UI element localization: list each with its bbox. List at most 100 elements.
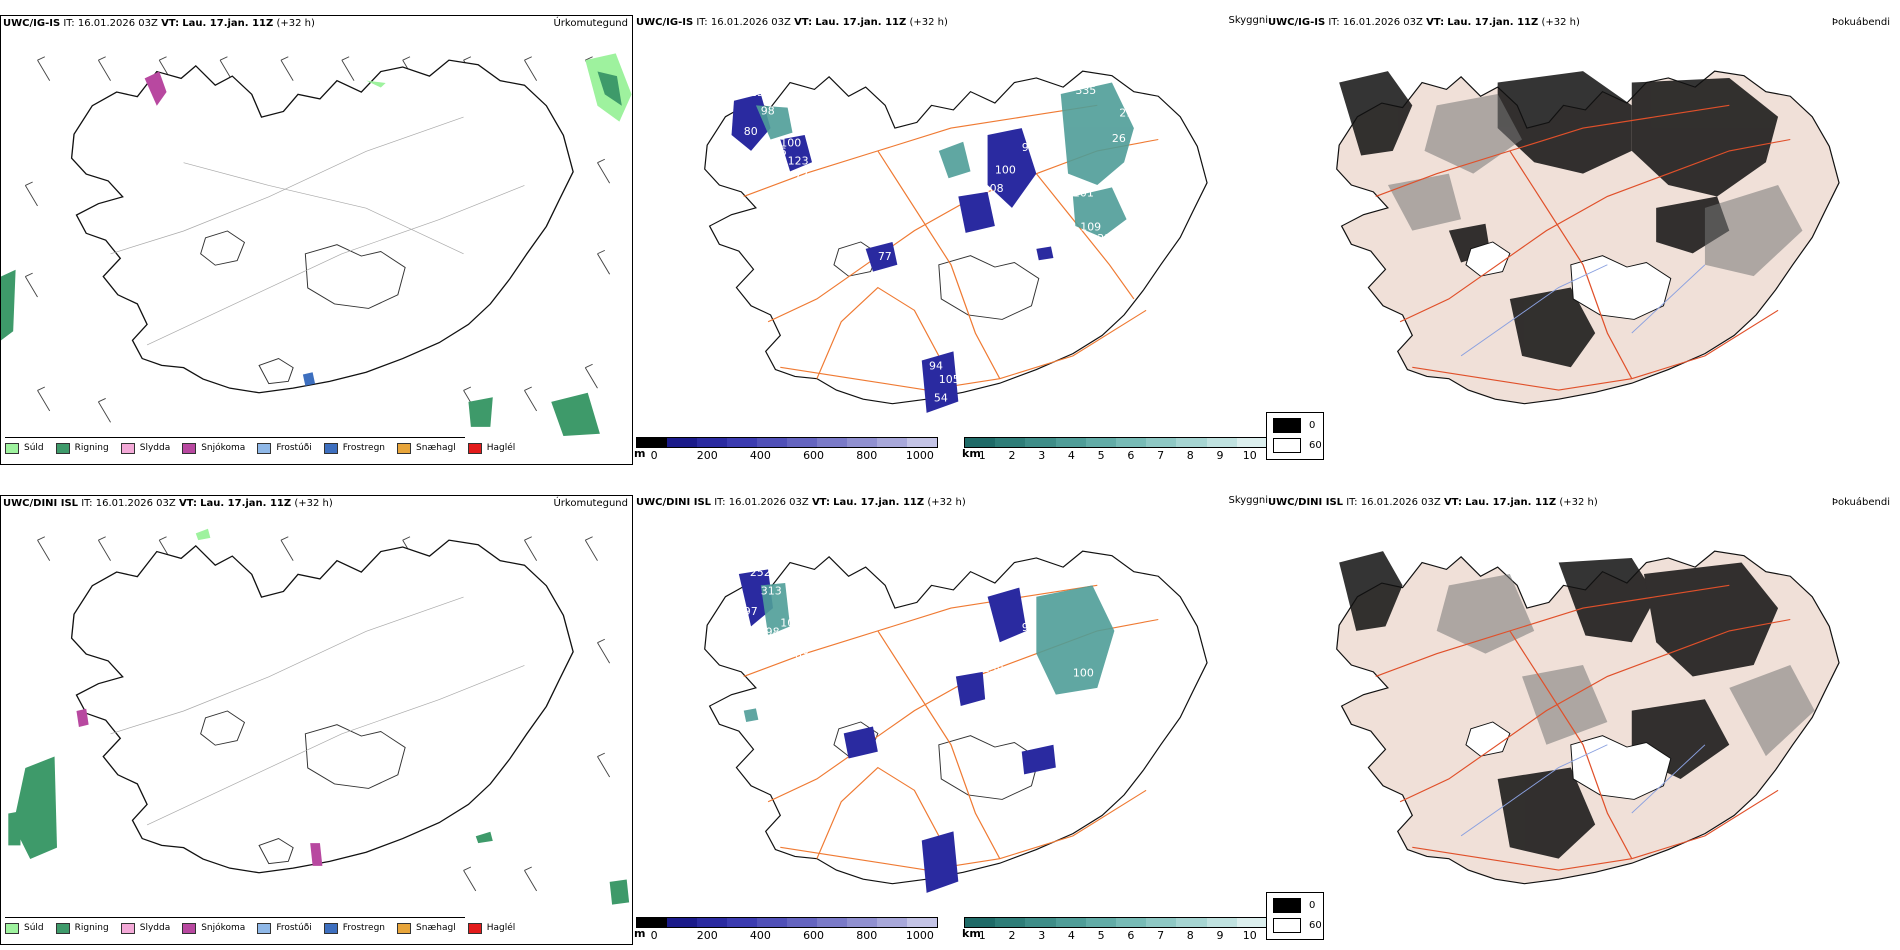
visibility-value-label: 100 xyxy=(780,137,801,150)
panel-title: UWC/IG-IS IT: 16.01.2026 03Z VT: Lau. 17… xyxy=(1268,17,1580,28)
visibility-label: Skyggni xyxy=(1228,495,1268,506)
fog-legend-top: 0 60 xyxy=(1266,412,1324,460)
colorbar-tick-label: 6 xyxy=(1127,929,1135,942)
legend-item: Rigning xyxy=(55,922,109,934)
legend-item: Frostregn xyxy=(323,922,385,934)
colorbar-tick-label: 400 xyxy=(749,449,771,462)
legend-item: Frostúði xyxy=(257,922,312,934)
colorbar-tick-label: 1 xyxy=(978,929,986,942)
colorbar-segment xyxy=(1206,918,1237,927)
colorbar-tick-label: 800 xyxy=(856,449,878,462)
legend-item: Súld xyxy=(5,922,44,934)
visibility-value-label: 26 xyxy=(1112,132,1126,145)
legend-swatch xyxy=(120,442,135,454)
visibility-value-label: 100 xyxy=(995,164,1016,177)
colorbar-tick-label: 5 xyxy=(1097,929,1105,942)
fog-label: Þokuábendi xyxy=(1831,17,1890,28)
visibility-value-label: 105 xyxy=(939,374,960,387)
colorbar-segment xyxy=(787,438,817,447)
legend-swatch xyxy=(397,442,412,454)
legend-label: Súld xyxy=(24,443,44,453)
visibility-value-label: 237 xyxy=(1097,232,1118,245)
visibility-value-label: 101 xyxy=(1073,187,1094,200)
colorbar-segment xyxy=(965,438,996,447)
legend-item: Snæhagl xyxy=(397,442,456,454)
precip-map xyxy=(8,528,630,905)
colorbar-tick-label: 4 xyxy=(1067,449,1075,462)
colorbar-tick-label: 6 xyxy=(1127,449,1135,462)
visibility-value-label: 94 xyxy=(929,360,943,373)
visibility-value-label: 113 xyxy=(1112,612,1133,625)
legend-item: Frostúði xyxy=(257,442,312,454)
colorbar-tick-label: 8 xyxy=(1186,449,1194,462)
height-colorbar-bottom: 0 200 400 600 800 1000 m xyxy=(634,917,938,942)
colorbar-segment xyxy=(637,918,667,927)
colorbar-tick-label: 400 xyxy=(749,929,771,942)
colorbar-tick-label: 9 xyxy=(1216,929,1224,942)
colorbar-tick-label: 1 xyxy=(978,449,986,462)
legend-label: Snæhagl xyxy=(416,923,456,933)
legend-label: Súld xyxy=(24,923,44,933)
colorbar-segment xyxy=(995,438,1026,447)
colorbar-segment xyxy=(1176,438,1207,447)
visibility-value-label: 98 xyxy=(1097,712,1111,725)
colorbar-segment xyxy=(727,918,757,927)
colorbar-segment xyxy=(727,438,757,447)
colorbar-segment xyxy=(757,918,787,927)
visibility-value-label: 94 xyxy=(1000,207,1014,220)
colorbar-tick-label: 0 xyxy=(650,449,658,462)
visibility-value-label: 100 xyxy=(1073,667,1094,680)
legend-swatch xyxy=(257,442,272,454)
fog-map xyxy=(1336,550,1840,885)
panel-title: UWC/DINI ISL IT: 16.01.2026 03Z VT: Lau.… xyxy=(3,498,333,509)
legend-label: Haglél xyxy=(486,923,516,933)
colorbar-segment xyxy=(787,918,817,927)
panel-title: UWC/IG-IS IT: 16.01.2026 03Z VT: Lau. 17… xyxy=(3,18,315,29)
visibility-value-label: 54 xyxy=(934,392,948,405)
legend-label: Slydda xyxy=(139,923,171,933)
rain-area-west xyxy=(13,756,57,860)
legend-swatch xyxy=(5,442,19,454)
colorbar-segment xyxy=(1085,438,1117,447)
colorbar-tick-label: 9 xyxy=(1216,449,1224,462)
colorbar-segment xyxy=(697,438,727,447)
precip-panel-bottom: UWC/DINI ISL IT: 16.01.2026 03Z VT: Lau.… xyxy=(0,495,633,945)
colorbar-tick-label: 3 xyxy=(1038,449,1046,462)
legend-swatch xyxy=(323,442,338,454)
colorbar-segment xyxy=(1236,918,1268,927)
visibility-unit: km xyxy=(962,927,981,940)
colorbar-tick-label: 1000 xyxy=(905,449,934,462)
visibility-value-label: 106 xyxy=(766,146,787,159)
visibility-value-label: 123 xyxy=(788,155,809,168)
colorbar-segment xyxy=(1206,438,1237,447)
visibility-value-label: 77 xyxy=(1075,564,1089,577)
colorbar-segment xyxy=(877,918,907,927)
fog-panel-top: UWC/IG-IS IT: 16.01.2026 03Z VT: Lau. 17… xyxy=(1266,15,1900,465)
visibility-value-label: 83 xyxy=(795,649,809,662)
precip-map xyxy=(1,53,632,436)
legend-item: Frostregn xyxy=(323,442,385,454)
colorbar-segment xyxy=(877,438,907,447)
visibility-value-label: 211 xyxy=(1119,107,1140,120)
fog-swatch-0 xyxy=(1273,418,1301,433)
colorbar-segment xyxy=(1146,918,1177,927)
legend-label: Frostúði xyxy=(276,923,312,933)
colorbar-tick-label: 10 xyxy=(1242,929,1257,942)
panel-title: UWC/DINI ISL IT: 16.01.2026 03Z VT: Lau.… xyxy=(636,497,966,508)
visibility-colorbar xyxy=(964,917,1268,928)
visibility-value-label: 91 xyxy=(1022,621,1036,634)
visibility-value-label: 98 xyxy=(761,105,775,118)
colorbar-segment xyxy=(965,918,996,927)
colorbar-tick-label: 3 xyxy=(1038,929,1046,942)
visibility-value-label: 150 xyxy=(1119,587,1140,600)
legend-swatch xyxy=(467,922,482,934)
colorbar-segment xyxy=(847,438,877,447)
colorbar-segment xyxy=(1236,438,1268,447)
fog-label: Þokuábendi xyxy=(1831,497,1890,508)
colorbar-tick-label: 5 xyxy=(1097,449,1105,462)
visibility-label: Skyggni xyxy=(1228,15,1268,26)
visibility-value-label: 295 xyxy=(750,87,771,100)
fog-map xyxy=(1336,70,1840,405)
legend-label: Frostúði xyxy=(276,443,312,453)
